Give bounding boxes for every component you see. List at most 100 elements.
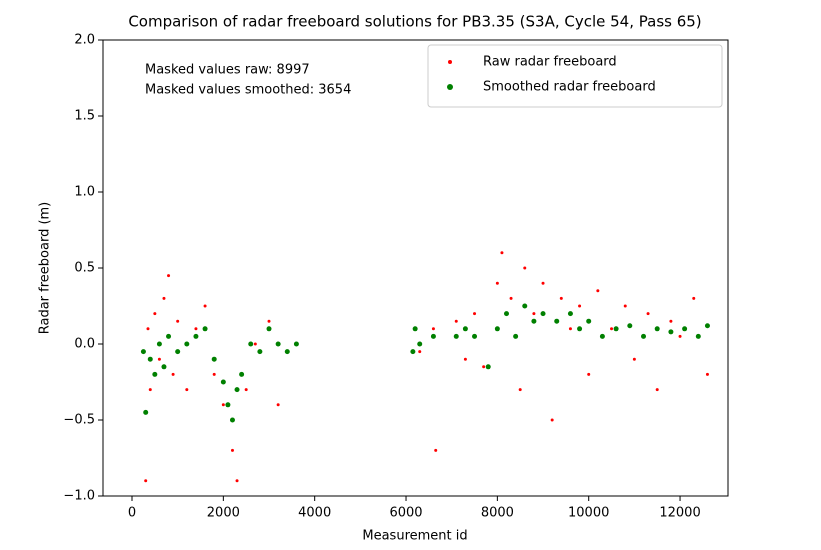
- point: [267, 319, 271, 323]
- y-tick-label: 1.5: [74, 109, 95, 124]
- point: [266, 326, 272, 332]
- point: [655, 388, 659, 392]
- point: [682, 326, 688, 332]
- x-tick-label: 12000: [659, 506, 700, 521]
- point: [473, 312, 477, 316]
- point: [144, 479, 148, 483]
- point: [253, 342, 257, 346]
- point: [275, 341, 281, 347]
- point: [513, 333, 519, 339]
- x-tick-label: 0: [128, 506, 136, 521]
- point: [482, 365, 486, 369]
- point: [454, 319, 458, 323]
- point: [596, 289, 600, 293]
- point: [692, 296, 696, 300]
- point: [668, 329, 674, 335]
- y-tick-label: 0.5: [74, 261, 95, 276]
- point: [417, 341, 423, 347]
- point: [148, 388, 152, 392]
- point: [532, 312, 536, 316]
- y-tick-label: −0.5: [63, 413, 95, 428]
- point: [153, 312, 157, 316]
- point: [567, 311, 573, 317]
- point: [495, 281, 499, 285]
- point: [152, 371, 158, 377]
- point: [229, 417, 235, 423]
- point: [577, 326, 583, 332]
- point: [185, 388, 189, 392]
- y-tick-label: −1.0: [63, 489, 95, 504]
- point: [587, 372, 591, 376]
- point: [434, 448, 438, 452]
- point: [157, 357, 161, 361]
- point: [509, 296, 513, 300]
- legend-label: Smoothed radar freeboard: [483, 80, 656, 95]
- point: [613, 326, 619, 332]
- point: [586, 318, 592, 324]
- legend-label: Raw radar freeboard: [483, 55, 617, 70]
- point: [627, 323, 633, 329]
- point: [143, 409, 149, 415]
- point: [472, 333, 478, 339]
- point: [193, 333, 199, 339]
- legend-box: [427, 44, 723, 108]
- point: [234, 387, 240, 393]
- point: [610, 327, 614, 331]
- point: [704, 323, 710, 329]
- point: [220, 379, 226, 385]
- point: [212, 372, 216, 376]
- y-tick-label: 2.0: [74, 33, 95, 48]
- point: [175, 349, 181, 355]
- x-axis-label: Measurement id: [362, 529, 467, 544]
- point: [146, 327, 150, 331]
- point: [147, 356, 153, 362]
- point: [654, 326, 660, 332]
- chart-title: Comparison of radar freeboard solutions …: [128, 13, 701, 31]
- point: [485, 364, 491, 370]
- legend-marker: [448, 60, 452, 64]
- point: [463, 357, 467, 361]
- point: [550, 418, 554, 422]
- point: [203, 304, 207, 308]
- point: [453, 333, 459, 339]
- point: [194, 327, 198, 331]
- point: [431, 327, 435, 331]
- point: [276, 403, 280, 407]
- point: [494, 326, 500, 332]
- point: [167, 274, 171, 278]
- point: [418, 350, 422, 354]
- point: [176, 319, 180, 323]
- point: [202, 326, 208, 332]
- point: [184, 341, 190, 347]
- point: [235, 479, 239, 483]
- point: [541, 281, 545, 285]
- point: [531, 318, 537, 324]
- point: [293, 341, 299, 347]
- point: [695, 333, 701, 339]
- point: [669, 319, 673, 323]
- annotation: Masked values raw: 8997: [145, 63, 310, 78]
- x-tick-label: 6000: [389, 506, 422, 521]
- point: [678, 334, 682, 338]
- point: [568, 327, 572, 331]
- point: [257, 349, 263, 355]
- point: [559, 296, 563, 300]
- point: [500, 251, 504, 255]
- point: [140, 349, 146, 355]
- point: [410, 349, 416, 355]
- point: [705, 372, 709, 376]
- y-axis-label: Radar freeboard (m): [38, 202, 53, 335]
- point: [646, 312, 650, 316]
- point: [641, 333, 647, 339]
- point: [230, 448, 234, 452]
- point: [412, 326, 418, 332]
- point: [599, 333, 605, 339]
- point: [430, 333, 436, 339]
- point: [623, 304, 627, 308]
- point: [156, 341, 162, 347]
- x-tick-label: 4000: [298, 506, 331, 521]
- point: [239, 371, 245, 377]
- point: [171, 372, 175, 376]
- x-tick-label: 10000: [568, 506, 609, 521]
